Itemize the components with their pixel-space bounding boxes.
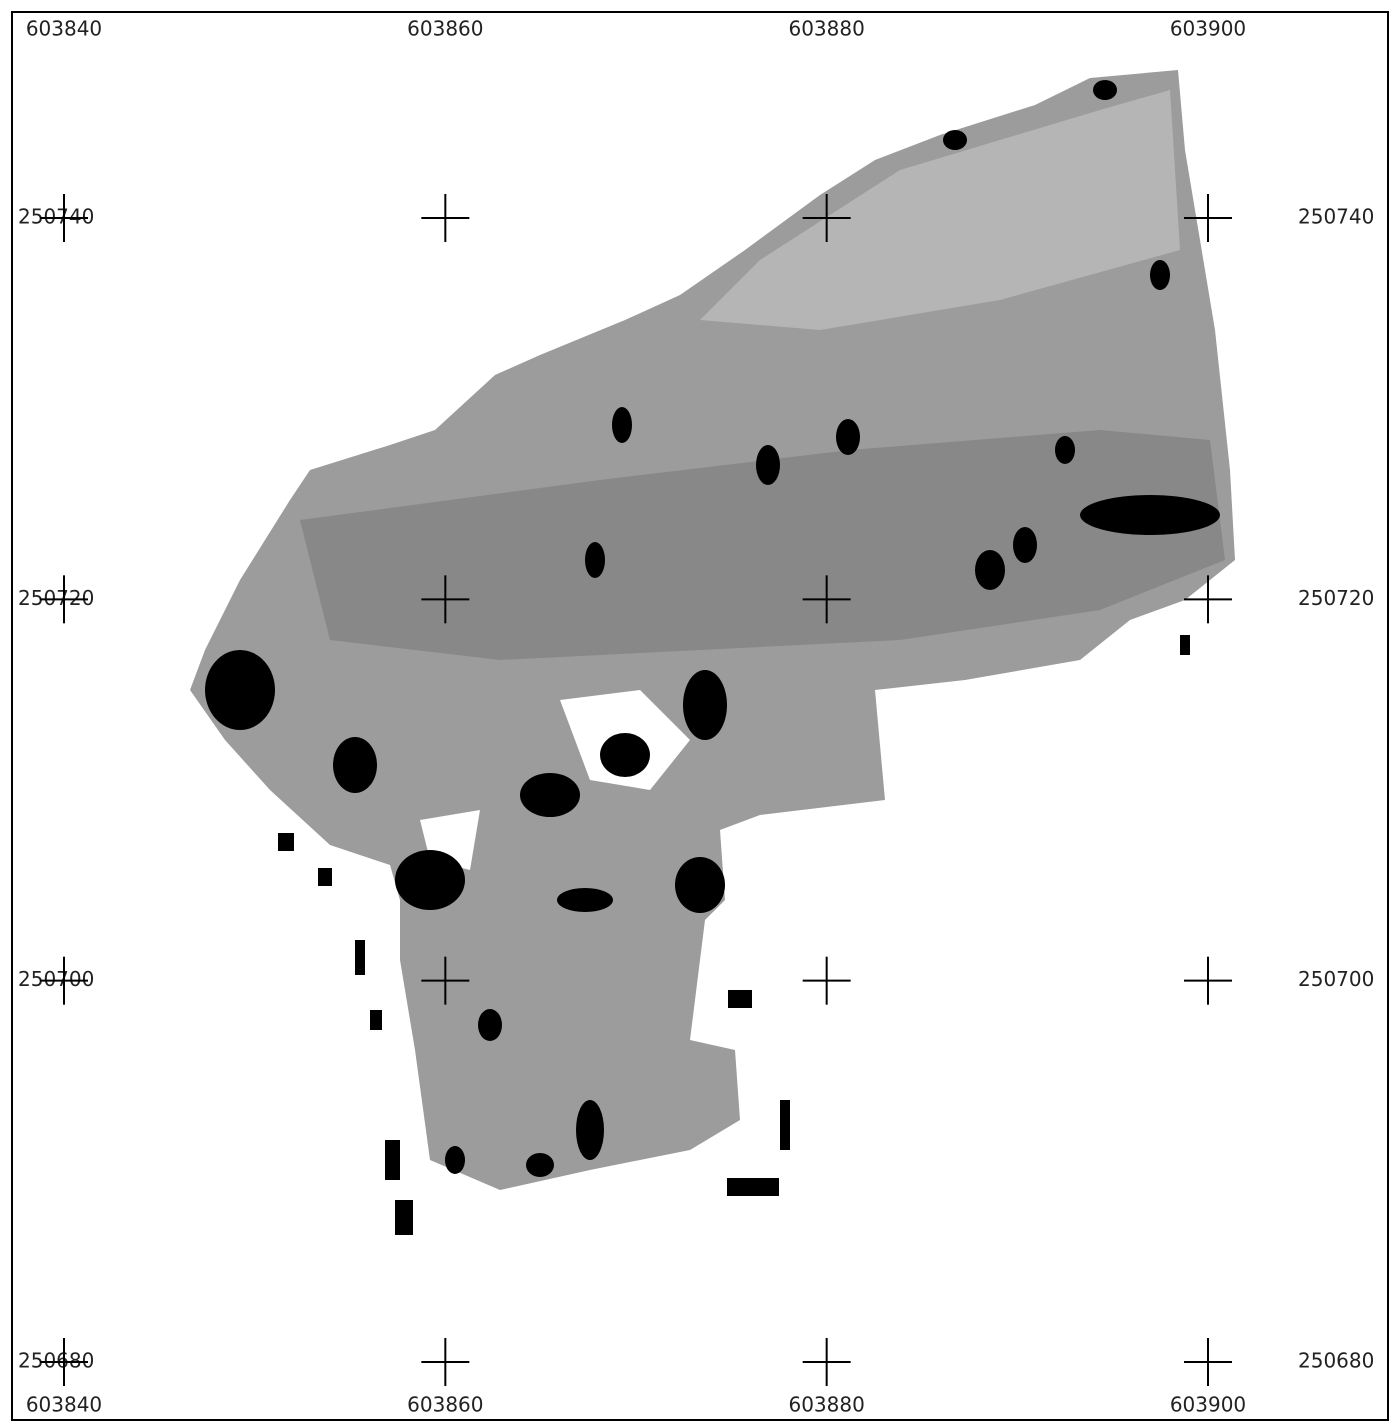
x-coord-label-bottom: 603860	[407, 1393, 483, 1417]
y-coord-label-right: 250720	[1298, 586, 1374, 610]
x-coord-label-bottom: 603840	[26, 1393, 102, 1417]
x-coord-label-top: 603840	[26, 17, 102, 41]
y-coord-label-right: 250680	[1298, 1349, 1374, 1373]
x-coord-label-top: 603900	[1170, 17, 1246, 41]
y-coord-label-left: 250720	[18, 586, 94, 610]
x-coord-label-top: 603860	[407, 17, 483, 41]
y-coord-label-left: 250700	[18, 967, 94, 991]
y-coord-label-left: 250740	[18, 205, 94, 229]
y-coord-label-right: 250700	[1298, 967, 1374, 991]
y-coord-label-left: 250680	[18, 1349, 94, 1373]
x-coord-label-bottom: 603900	[1170, 1393, 1246, 1417]
x-coord-label-bottom: 603880	[788, 1393, 864, 1417]
y-coord-label-right: 250740	[1298, 205, 1374, 229]
x-coord-label-top: 603880	[788, 17, 864, 41]
map-view: 603840 603840 603860 603860 603880 603880 6039…	[0, 0, 1391, 1421]
